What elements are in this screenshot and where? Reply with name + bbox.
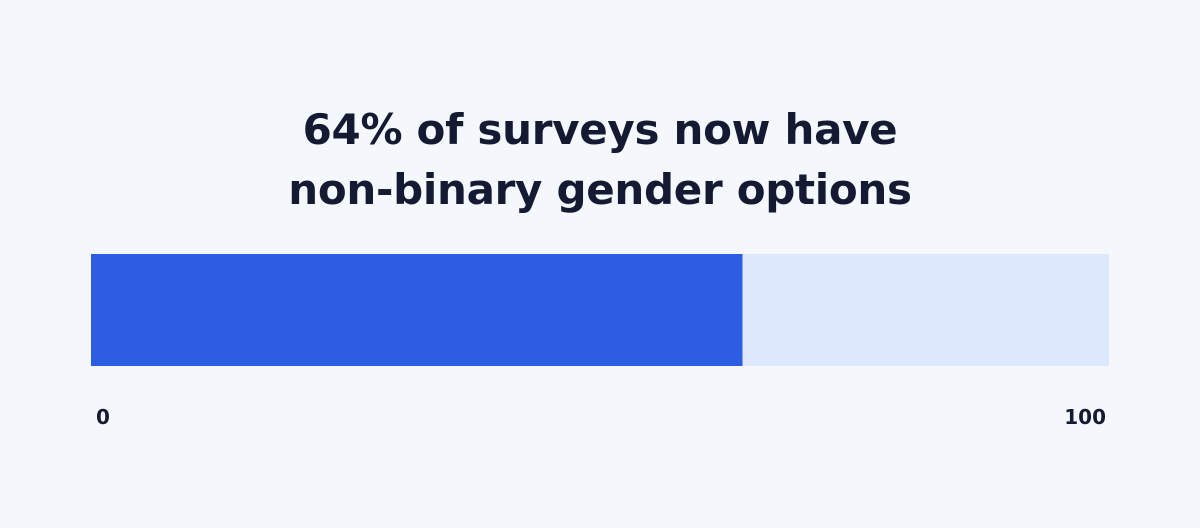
- chart-title-line-1: 64% of surveys now have: [302, 105, 898, 154]
- progress-bar: [91, 254, 1109, 366]
- x-tick-max: 100: [1064, 405, 1106, 429]
- chart-title-line-2: non-binary gender options: [288, 165, 912, 214]
- chart-title: 64% of surveys now have non-binary gende…: [0, 100, 1200, 220]
- bar-fill: [91, 254, 743, 366]
- x-tick-min: 0: [96, 405, 110, 429]
- bar-chart-svg: [91, 254, 1109, 366]
